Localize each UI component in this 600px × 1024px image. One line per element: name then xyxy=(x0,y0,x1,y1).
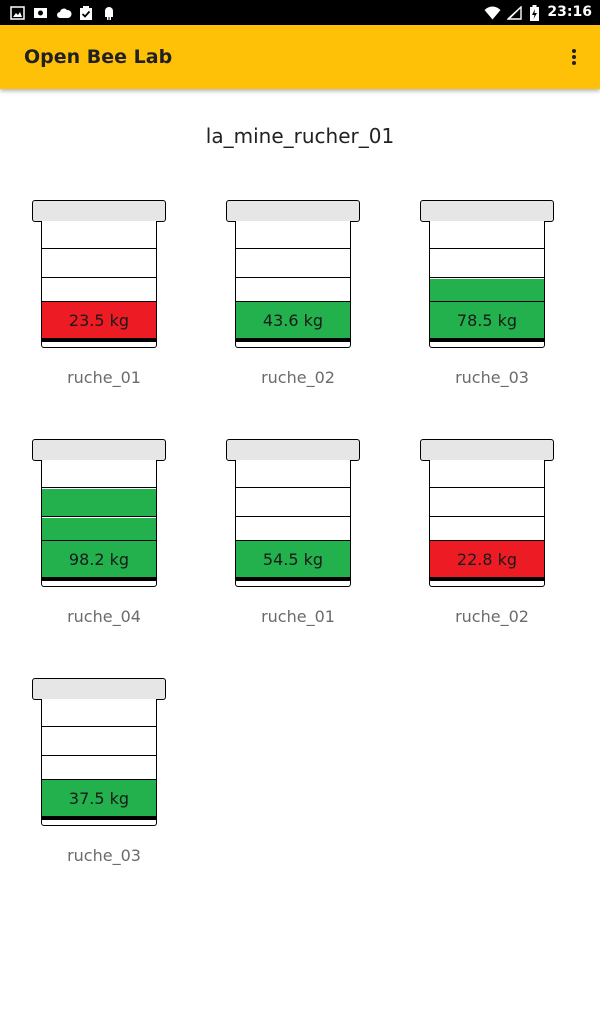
hive-card[interactable]: 54.5 kg ruche_01 xyxy=(226,439,366,639)
cloud-icon xyxy=(56,5,72,19)
app-bar: Open Bee Lab xyxy=(0,25,600,89)
notification-icons xyxy=(10,5,117,20)
hive-name: ruche_03 xyxy=(455,368,529,387)
hive-base xyxy=(236,577,350,581)
hive-super xyxy=(430,489,544,517)
hive-super xyxy=(42,699,156,727)
hive-card[interactable]: 78.5 kg ruche_03 xyxy=(420,200,560,400)
wifi-icon xyxy=(484,5,501,20)
hive-base xyxy=(430,577,544,581)
system-icons: 23:16 xyxy=(484,3,592,21)
hive-name: ruche_02 xyxy=(261,368,335,387)
hive-base xyxy=(42,816,156,820)
hive-name: ruche_02 xyxy=(455,607,529,626)
hive-body: 43.6 kg xyxy=(235,221,351,348)
hive-super xyxy=(430,460,544,488)
hive-body: 98.2 kg xyxy=(41,460,157,587)
hive-roof xyxy=(32,439,166,461)
battery-charging-icon xyxy=(530,5,540,21)
hive-weight: 23.5 kg xyxy=(68,311,130,330)
hive-card[interactable]: 23.5 kg ruche_01 xyxy=(32,200,172,400)
hive-super xyxy=(42,250,156,278)
hive-weight: 22.8 kg xyxy=(456,550,518,569)
hive-card[interactable]: 98.2 kg ruche_04 xyxy=(32,439,172,639)
hive-roof xyxy=(226,439,360,461)
hive-card[interactable]: 37.5 kg ruche_03 xyxy=(32,678,172,878)
hive-body: 37.5 kg xyxy=(41,699,157,826)
hive-weight: 37.5 kg xyxy=(68,789,130,808)
hive-weight: 98.2 kg xyxy=(68,550,130,569)
hive-body: 23.5 kg xyxy=(41,221,157,348)
image-icon xyxy=(10,5,25,20)
app-title: Open Bee Lab xyxy=(24,46,173,68)
hive-roof xyxy=(32,678,166,700)
hive-super xyxy=(42,460,156,488)
hive-super xyxy=(42,489,156,517)
hive-brood-box xyxy=(42,540,156,578)
hive-name: ruche_01 xyxy=(261,607,335,626)
clipboard-check-icon xyxy=(79,5,94,20)
hive-base xyxy=(42,338,156,342)
apiary-title: la_mine_rucher_01 xyxy=(205,124,395,148)
hive-body: 54.5 kg xyxy=(235,460,351,587)
hive-name: ruche_03 xyxy=(67,846,141,865)
hive-super xyxy=(236,489,350,517)
hive-base xyxy=(236,338,350,342)
hive-super xyxy=(430,221,544,249)
hive-brood-box xyxy=(42,301,156,339)
hive-super xyxy=(42,728,156,756)
hive-weight: 78.5 kg xyxy=(456,311,518,330)
hive-weight: 54.5 kg xyxy=(262,550,324,569)
hive-super xyxy=(236,250,350,278)
hive-weight: 43.6 kg xyxy=(262,311,324,330)
hive-roof xyxy=(32,200,166,222)
photo-icon xyxy=(33,5,48,19)
hive-roof xyxy=(420,439,554,461)
hive-brood-box xyxy=(430,540,544,578)
hive-body: 22.8 kg xyxy=(429,460,545,587)
hive-card[interactable]: 22.8 kg ruche_02 xyxy=(420,439,560,639)
status-bar: 23:16 xyxy=(0,0,600,25)
hive-super xyxy=(236,460,350,488)
android-icon xyxy=(102,5,117,20)
hive-super xyxy=(430,250,544,278)
hive-base xyxy=(430,338,544,342)
hive-super xyxy=(236,221,350,249)
hive-body: 78.5 kg xyxy=(429,221,545,348)
hive-roof xyxy=(420,200,554,222)
hive-brood-box xyxy=(236,540,350,578)
hive-super xyxy=(42,221,156,249)
status-clock: 23:16 xyxy=(547,4,592,20)
hive-brood-box xyxy=(42,779,156,817)
hive-name: ruche_04 xyxy=(67,607,141,626)
hive-brood-box xyxy=(236,301,350,339)
signal-icon xyxy=(506,5,523,20)
hive-name: ruche_01 xyxy=(67,368,141,387)
more-vert-icon[interactable] xyxy=(570,46,578,68)
hive-roof xyxy=(226,200,360,222)
hive-card[interactable]: 43.6 kg ruche_02 xyxy=(226,200,366,400)
hive-base xyxy=(42,577,156,581)
hive-brood-box xyxy=(430,301,544,339)
